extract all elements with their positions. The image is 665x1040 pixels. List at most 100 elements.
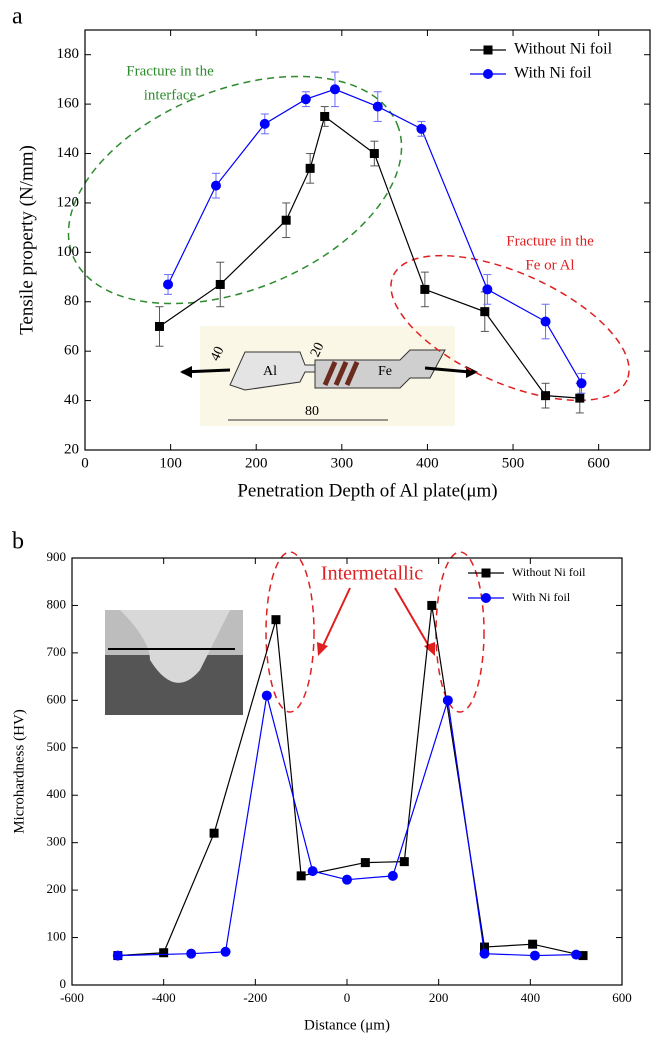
y-tick-label: 900 bbox=[47, 549, 67, 564]
data-point bbox=[329, 84, 340, 95]
y-tick-label: 140 bbox=[57, 145, 80, 161]
data-point bbox=[541, 391, 551, 401]
data-point bbox=[480, 307, 490, 317]
y-tick-label: 200 bbox=[47, 881, 67, 896]
data-point bbox=[420, 284, 430, 294]
data-point bbox=[320, 111, 330, 121]
legend-label: With Ni foil bbox=[512, 590, 571, 604]
annotation-arrow bbox=[321, 587, 351, 649]
x-tick-label: 100 bbox=[159, 455, 182, 471]
data-point bbox=[529, 950, 540, 961]
highlight-ellipse bbox=[67, 75, 403, 305]
y-tick-label: 180 bbox=[57, 46, 80, 62]
x-axis-label: Penetration Depth of Al plate(μm) bbox=[237, 480, 497, 501]
annotation-arrow bbox=[394, 587, 431, 649]
x-tick-label: 500 bbox=[502, 455, 525, 471]
y-tick-label: 600 bbox=[47, 691, 67, 706]
x-tick-label: -400 bbox=[152, 990, 176, 1005]
y-tick-label: 0 bbox=[60, 976, 67, 991]
y-tick-label: 400 bbox=[47, 786, 67, 801]
x-tick-label: 300 bbox=[331, 455, 354, 471]
data-point bbox=[296, 871, 306, 881]
y-axis-label: Microhardness (HV) bbox=[11, 709, 27, 834]
data-point bbox=[480, 942, 489, 952]
y-tick-label: 60 bbox=[64, 343, 79, 359]
arrow-head bbox=[317, 642, 328, 656]
x-tick-label: 600 bbox=[612, 990, 632, 1005]
x-tick-label: 400 bbox=[416, 455, 439, 471]
data-point bbox=[479, 948, 490, 959]
highlight-ellipse bbox=[390, 254, 630, 402]
x-axis-label: Distance (μm) bbox=[304, 1017, 390, 1033]
y-tick-label: 80 bbox=[64, 293, 79, 309]
data-point bbox=[271, 615, 281, 625]
weld-lines bbox=[322, 361, 360, 386]
data-point bbox=[442, 695, 453, 706]
legend-marker bbox=[481, 568, 491, 578]
data-point bbox=[261, 690, 272, 701]
annotation: Intermetallic bbox=[321, 563, 423, 585]
weld-zone bbox=[120, 610, 230, 683]
series-line bbox=[159, 115, 580, 399]
y-tick-label: 40 bbox=[64, 392, 79, 408]
highlight-ellipse bbox=[435, 551, 485, 713]
data-point bbox=[369, 149, 379, 159]
annotation: interface bbox=[144, 87, 197, 103]
data-point bbox=[154, 321, 164, 331]
legend-label: Without Ni foil bbox=[514, 41, 613, 58]
inset-label: Al bbox=[263, 364, 277, 379]
y-tick-label: 800 bbox=[47, 596, 67, 611]
data-point bbox=[220, 946, 231, 957]
series-line bbox=[167, 88, 583, 384]
data-point bbox=[210, 180, 221, 191]
data-point bbox=[571, 949, 582, 960]
y-tick-label: 500 bbox=[47, 739, 67, 754]
data-point bbox=[416, 123, 427, 134]
x-tick-label: 200 bbox=[245, 455, 268, 471]
legend-marker bbox=[481, 593, 491, 603]
y-tick-label: 20 bbox=[64, 441, 79, 457]
x-tick-label: 0 bbox=[344, 990, 351, 1005]
data-point bbox=[540, 316, 551, 327]
data-point bbox=[305, 163, 315, 173]
y-tick-label: 160 bbox=[57, 96, 80, 112]
annotation: Fe or Al bbox=[525, 257, 574, 273]
inset-label: Fe bbox=[378, 364, 392, 379]
data-point bbox=[209, 828, 219, 838]
annotation: Fracture in the bbox=[506, 233, 594, 249]
y-axis-label: Tensile property (N/mm) bbox=[16, 145, 37, 335]
inset-label: 80 bbox=[305, 404, 319, 419]
x-tick-label: -600 bbox=[60, 990, 84, 1005]
series-line bbox=[117, 695, 577, 957]
x-tick-label: 200 bbox=[429, 990, 449, 1005]
panel-label: b bbox=[12, 529, 24, 555]
data-point bbox=[186, 948, 197, 959]
legend-marker bbox=[483, 69, 493, 79]
x-tick-label: 0 bbox=[81, 455, 89, 471]
y-tick-label: 100 bbox=[57, 244, 80, 260]
data-point bbox=[399, 857, 409, 867]
data-point bbox=[482, 284, 493, 295]
data-point bbox=[528, 939, 538, 949]
arrow-head bbox=[180, 366, 192, 378]
data-point bbox=[259, 118, 270, 129]
data-point bbox=[307, 866, 318, 877]
x-tick-label: 400 bbox=[521, 990, 541, 1005]
data-point bbox=[159, 948, 169, 958]
data-point bbox=[112, 950, 123, 961]
y-tick-label: 300 bbox=[47, 834, 67, 849]
y-tick-label: 700 bbox=[47, 644, 67, 659]
data-point bbox=[300, 94, 311, 105]
y-tick-label: 120 bbox=[57, 194, 80, 210]
specimen-inset: 80 40 20 Al Fe bbox=[180, 326, 478, 426]
data-point bbox=[163, 279, 174, 290]
data-point bbox=[372, 101, 383, 112]
data-point bbox=[575, 393, 585, 403]
data-point bbox=[387, 870, 398, 881]
data-point bbox=[427, 600, 437, 610]
load-arrow bbox=[424, 366, 471, 374]
panel-label: a bbox=[12, 4, 23, 30]
micrograph-inset bbox=[105, 610, 243, 715]
arrow-head bbox=[424, 642, 435, 656]
